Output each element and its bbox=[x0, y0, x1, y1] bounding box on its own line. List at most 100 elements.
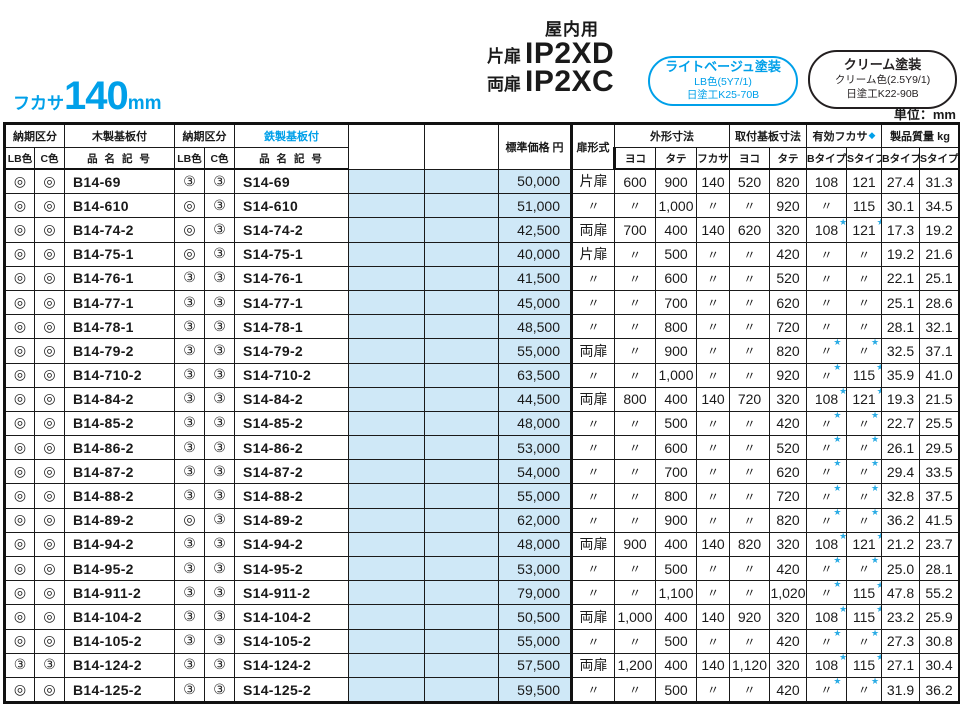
spacer-cell bbox=[424, 604, 499, 630]
effective-depth-b-cell: 〃 ★ bbox=[806, 676, 847, 704]
outer-depth-cell: 140 bbox=[696, 652, 730, 678]
wood-lb-mark: ◎ bbox=[4, 580, 35, 606]
outer-width-cell: 〃 bbox=[614, 507, 656, 533]
mount-height-cell: 320 bbox=[769, 531, 807, 558]
star-mark: ★ bbox=[839, 653, 847, 663]
weight-b-cell: 47.8 bbox=[881, 580, 921, 606]
header-weight-b-type: Bタイプ bbox=[881, 147, 921, 170]
steel-product-code: S14-125-2 bbox=[234, 676, 349, 704]
mount-height-cell: 320 bbox=[769, 217, 807, 243]
mount-height-cell: 320 bbox=[769, 604, 807, 630]
weight-b-cell: 26.1 bbox=[881, 435, 921, 461]
steel-product-code: S14-105-2 bbox=[234, 628, 349, 654]
weight-s-cell: 25.9 bbox=[919, 604, 960, 630]
weight-b-cell: 23.2 bbox=[881, 604, 921, 630]
outer-width-cell: 900 bbox=[614, 531, 656, 558]
mount-width-cell: 〃 bbox=[729, 555, 770, 582]
spacer-cell bbox=[348, 362, 425, 388]
price-cell: 62,000 bbox=[498, 507, 572, 533]
wood-c-mark: ◎ bbox=[34, 241, 65, 267]
header-c-color: C色 bbox=[204, 147, 235, 170]
spacer-cell bbox=[424, 193, 499, 219]
star-mark: ★ bbox=[833, 411, 842, 420]
outer-height-cell: 800 bbox=[655, 483, 697, 509]
spacer-cell bbox=[348, 241, 425, 267]
spacer-cell bbox=[348, 483, 425, 509]
wood-c-mark: ◎ bbox=[34, 507, 65, 533]
wood-product-code: B14-105-2 bbox=[64, 628, 175, 654]
effective-depth-b-cell: 〃 bbox=[806, 265, 847, 291]
outer-width-cell: 〃 bbox=[614, 265, 656, 291]
price-cell: 55,000 bbox=[498, 338, 572, 364]
effective-depth-s-cell: 115★ bbox=[845, 652, 883, 678]
spacer-cell bbox=[424, 314, 499, 340]
spacer-cell bbox=[348, 435, 425, 461]
star-mark: ★ bbox=[877, 388, 881, 397]
steel-c-mark: ③ bbox=[204, 531, 235, 558]
door-type-cell: 〃 bbox=[570, 193, 615, 219]
wood-product-code: B14-69 bbox=[64, 168, 175, 195]
price-cell: 55,000 bbox=[498, 483, 572, 509]
mount-width-cell: 〃 bbox=[729, 459, 770, 485]
table-row: ◎ ◎ B14-95-2 ③ ③ S14-95-2 53,000 〃〃 500 〃〃 420 〃 ★ 〃 ★… bbox=[4, 555, 960, 582]
star-mark: ★ bbox=[833, 556, 842, 566]
steel-product-code: S14-124-2 bbox=[234, 652, 349, 678]
spacer-cell bbox=[348, 217, 425, 243]
price-cell: 45,000 bbox=[498, 289, 572, 316]
header-effective-b-type: Bタイプ bbox=[806, 147, 847, 170]
weight-s-cell: 29.5 bbox=[919, 435, 960, 461]
outer-depth-cell: 140 bbox=[696, 217, 730, 243]
outer-depth-cell: 〃 bbox=[696, 289, 730, 316]
effective-depth-s-cell: 〃 bbox=[845, 314, 883, 340]
steel-c-mark: ③ bbox=[204, 507, 235, 533]
wood-lb-mark: ◎ bbox=[4, 604, 35, 630]
effective-depth-b-cell: 〃 bbox=[806, 193, 847, 219]
outer-depth-cell: 〃 bbox=[696, 265, 730, 291]
effective-depth-s-cell: 〃 ★ bbox=[845, 555, 883, 582]
weight-s-cell: 41.0 bbox=[919, 362, 960, 388]
mount-height-cell: 420 bbox=[769, 628, 807, 654]
star-mark: ★ bbox=[833, 483, 842, 493]
door-type-cell: 〃 bbox=[570, 265, 615, 291]
steel-c-mark: ③ bbox=[204, 555, 235, 582]
star-mark: ★ bbox=[833, 629, 842, 638]
steel-product-code: S14-86-2 bbox=[234, 435, 349, 461]
wood-c-mark: ◎ bbox=[34, 289, 65, 316]
spec-table: 納期区分 木製基板付 納期区分 鉄製基板付 標準価格 円 扉形式 外形寸法 取付… bbox=[3, 122, 960, 705]
effective-depth-b-cell: 〃 ★ bbox=[806, 555, 847, 582]
outer-height-cell: 500 bbox=[655, 241, 697, 267]
diamond-mark: ◆ bbox=[868, 130, 876, 140]
weight-s-cell: 25.1 bbox=[919, 265, 960, 291]
wood-product-code: B14-75-1 bbox=[64, 241, 175, 267]
header-mount-width: ヨコ bbox=[729, 147, 770, 170]
wood-lb-mark: ◎ bbox=[4, 338, 35, 364]
header-steel-baseboard: 鉄製基板付 bbox=[234, 123, 349, 148]
door-type-cell: 〃 bbox=[570, 507, 615, 533]
spacer-cell bbox=[424, 555, 499, 582]
mount-width-cell: 520 bbox=[729, 168, 770, 195]
weight-b-cell: 29.4 bbox=[881, 459, 921, 485]
price-cell: 40,000 bbox=[498, 241, 572, 267]
door-type-cell: 〃 bbox=[570, 435, 615, 461]
mount-height-cell: 820 bbox=[769, 507, 807, 533]
mount-width-cell: 〃 bbox=[729, 628, 770, 654]
effective-depth-b-cell: 〃 ★ bbox=[806, 338, 847, 364]
price-cell: 53,000 bbox=[498, 555, 572, 582]
effective-depth-s-cell: 115★ bbox=[845, 580, 883, 606]
outer-height-cell: 500 bbox=[655, 628, 697, 654]
mount-height-cell: 420 bbox=[769, 555, 807, 582]
door-type-cell: 〃 bbox=[570, 628, 615, 654]
price-cell: 44,500 bbox=[498, 386, 572, 412]
mount-height-cell: 820 bbox=[769, 338, 807, 364]
wood-product-code: B14-84-2 bbox=[64, 386, 175, 412]
outer-height-cell: 700 bbox=[655, 289, 697, 316]
steel-lb-mark: ③ bbox=[174, 459, 205, 485]
outer-width-cell: 〃 bbox=[614, 241, 656, 267]
table-row: ◎ ◎ B14-87-2 ③ ③ S14-87-2 54,000 〃〃 700 〃〃 620 〃 ★ 〃 ★… bbox=[4, 459, 960, 485]
door-type-cell: 両扉 bbox=[570, 531, 615, 558]
header-outer-depth: フカサ bbox=[696, 147, 730, 170]
outer-depth-cell: 〃 bbox=[696, 676, 730, 704]
steel-lb-mark: ③ bbox=[174, 338, 205, 364]
steel-c-mark: ③ bbox=[204, 676, 235, 704]
table-row: ◎ ◎ B14-74-2 ◎ ③ S14-74-2 42,500 両扉 700 400 140 620… bbox=[4, 217, 960, 243]
